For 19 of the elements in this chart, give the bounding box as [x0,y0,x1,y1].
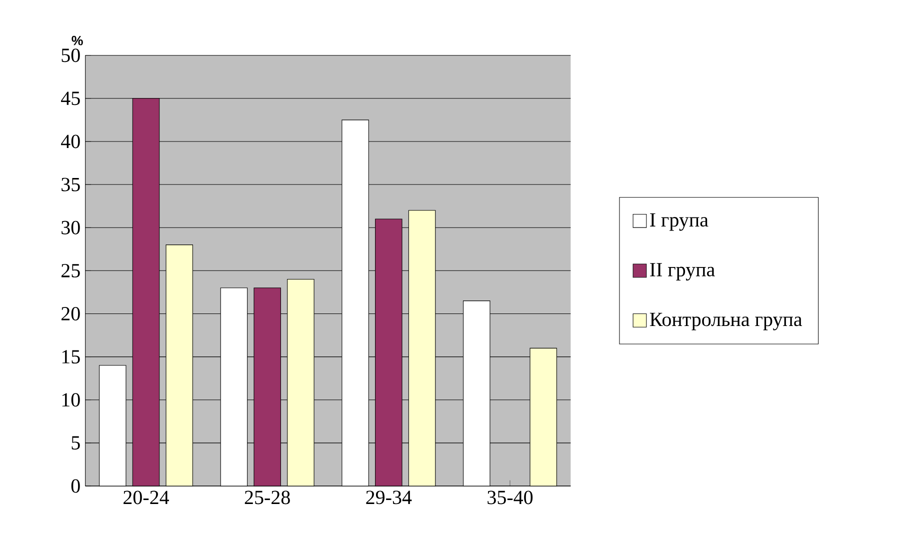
y-tick-label: 5 [72,436,80,450]
legend-label: Контрольна група [650,312,802,330]
legend-label: II група [650,263,715,281]
y-tick-label: 45 [61,92,80,106]
y-tick-label: 30 [62,220,80,234]
y-tick-label: 20 [62,306,80,320]
y-tick-label: 40 [61,134,80,148]
x-tick-label: 25-28 [244,490,290,504]
y-tick-label: 50 [62,48,80,62]
y-tick-label: 15 [62,350,80,364]
y-tick-label: 0 [71,479,80,493]
x-tick-label: 35-40 [488,490,533,504]
x-tick-label: 20-24 [124,490,170,504]
legend-label: I група [650,213,708,231]
y-tick-label: 35 [62,178,80,192]
y-tick-label: 25 [62,264,80,278]
x-tick-label: 29-34 [366,490,412,504]
y-tick-label: 10 [62,393,80,407]
y-axis-title: % [72,36,83,46]
